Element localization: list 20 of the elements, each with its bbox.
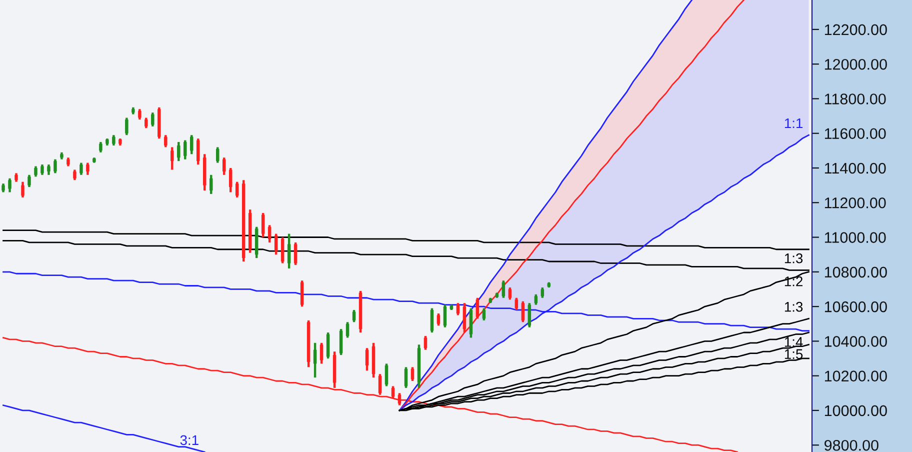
y-tick-label: 11000.00 <box>824 232 886 243</box>
y-tick-label: 9800.00 <box>824 440 878 451</box>
y-tick-label: 12000.00 <box>824 58 887 70</box>
y-tick-label: 10800.00 <box>824 266 887 278</box>
y-tick-label: 10400.00 <box>824 336 887 347</box>
series-label: 3:1 <box>180 435 198 446</box>
y-tick-label: 11800.00 <box>824 94 886 104</box>
series-label: 1:1 <box>784 118 803 128</box>
y-tick-label: 11400.00 <box>824 162 886 174</box>
series-label: 1:5 <box>784 349 803 359</box>
y-tick-label: 12200.00 <box>824 24 887 36</box>
series-label: 1:4 <box>784 337 803 347</box>
y-tick-label: 11600.00 <box>824 128 886 140</box>
y-tick-label: 10000.00 <box>824 405 887 416</box>
series-label: 1:3 <box>784 302 803 312</box>
y-tick-label: 10600.00 <box>824 301 887 312</box>
y-tick-label: 10200.00 <box>824 370 887 382</box>
series-label: 1:3 <box>784 253 803 264</box>
y-tick-label: 11200.00 <box>824 197 886 208</box>
series-label: 1:2 <box>784 276 802 286</box>
